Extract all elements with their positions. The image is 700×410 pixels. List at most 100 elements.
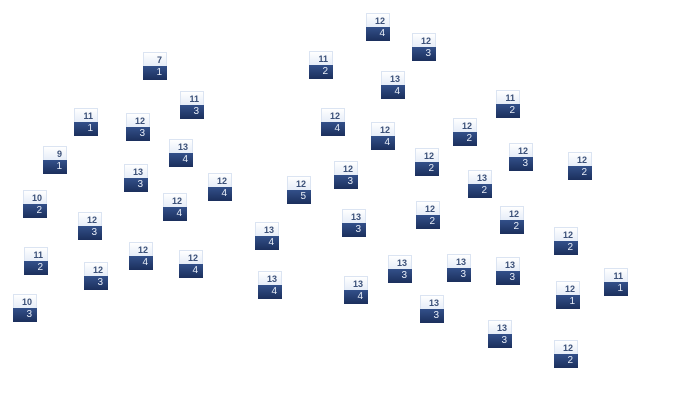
tile-top-value: 11 (180, 91, 204, 105)
tile[interactable]: 12 4 (208, 173, 232, 201)
tile-top-value: 12 (129, 242, 153, 256)
tile-bottom-value: 4 (258, 285, 282, 299)
tile-top-value: 12 (321, 108, 345, 122)
tile[interactable]: 10 2 (23, 190, 47, 218)
tile-bottom-value: 2 (416, 215, 440, 229)
tile-top-value: 12 (78, 212, 102, 226)
tile[interactable]: 13 3 (388, 255, 412, 283)
tile-bottom-value: 4 (208, 187, 232, 201)
tile[interactable]: 13 4 (381, 71, 405, 99)
tile-top-value: 12 (416, 201, 440, 215)
tile-top-value: 12 (453, 118, 477, 132)
tile-top-value: 13 (258, 271, 282, 285)
tile[interactable]: 13 3 (488, 320, 512, 348)
tile-bottom-value: 4 (366, 27, 390, 41)
tile[interactable]: 12 2 (453, 118, 477, 146)
tile[interactable]: 12 4 (129, 242, 153, 270)
tile-bottom-value: 2 (24, 261, 48, 275)
tile[interactable]: 11 3 (180, 91, 204, 119)
tile-top-value: 12 (554, 340, 578, 354)
tile[interactable]: 13 3 (124, 164, 148, 192)
tile-bottom-value: 3 (342, 223, 366, 237)
tile-top-value: 11 (74, 108, 98, 122)
tile-top-value: 12 (126, 113, 150, 127)
tile-top-value: 10 (23, 190, 47, 204)
tile-top-value: 13 (342, 209, 366, 223)
tile-bottom-value: 4 (255, 236, 279, 250)
tile-top-value: 12 (179, 250, 203, 264)
tile[interactable]: 12 3 (412, 33, 436, 61)
tile[interactable]: 11 2 (309, 51, 333, 79)
tile-top-value: 7 (143, 52, 167, 66)
tile-bottom-value: 4 (169, 153, 193, 167)
tile-bottom-value: 4 (371, 136, 395, 150)
tile[interactable]: 12 4 (179, 250, 203, 278)
tile-bottom-value: 1 (74, 122, 98, 136)
tile[interactable]: 12 2 (554, 227, 578, 255)
tile[interactable]: 12 3 (78, 212, 102, 240)
tile[interactable]: 13 2 (468, 170, 492, 198)
tile-top-value: 9 (43, 146, 67, 160)
tile-bottom-value: 3 (496, 271, 520, 285)
tile-bottom-value: 3 (78, 226, 102, 240)
tile-top-value: 13 (447, 254, 471, 268)
tile-top-value: 13 (488, 320, 512, 334)
tile[interactable]: 11 1 (74, 108, 98, 136)
tile[interactable]: 13 3 (342, 209, 366, 237)
tile[interactable]: 12 3 (509, 143, 533, 171)
tile-top-value: 11 (309, 51, 333, 65)
tile[interactable]: 11 2 (24, 247, 48, 275)
tile-bottom-value: 2 (554, 354, 578, 368)
tile-top-value: 12 (371, 122, 395, 136)
tile-bottom-value: 2 (23, 204, 47, 218)
tile[interactable]: 13 4 (344, 276, 368, 304)
tile-bottom-value: 1 (43, 160, 67, 174)
tile[interactable]: 12 5 (287, 176, 311, 204)
tile-bottom-value: 3 (84, 276, 108, 290)
tile-bottom-value: 4 (163, 207, 187, 221)
tile[interactable]: 12 2 (416, 201, 440, 229)
tile-top-value: 12 (366, 13, 390, 27)
tile[interactable]: 12 4 (321, 108, 345, 136)
tile-top-value: 13 (496, 257, 520, 271)
tile[interactable]: 12 2 (554, 340, 578, 368)
tile[interactable]: 12 2 (568, 152, 592, 180)
tile[interactable]: 12 3 (126, 113, 150, 141)
tile-bottom-value: 1 (143, 66, 167, 80)
tile[interactable]: 13 3 (420, 295, 444, 323)
tile-bottom-value: 2 (453, 132, 477, 146)
tile-top-value: 12 (208, 173, 232, 187)
tile-top-value: 13 (255, 222, 279, 236)
tile[interactable]: 12 4 (366, 13, 390, 41)
tile[interactable]: 12 3 (334, 161, 358, 189)
tile-bottom-value: 2 (500, 220, 524, 234)
tile[interactable]: 10 3 (13, 294, 37, 322)
tile[interactable]: 11 2 (496, 90, 520, 118)
tile[interactable]: 12 1 (556, 281, 580, 309)
tile-bottom-value: 3 (124, 178, 148, 192)
tile[interactable]: 12 4 (371, 122, 395, 150)
tile[interactable]: 13 4 (258, 271, 282, 299)
tile-top-value: 12 (412, 33, 436, 47)
tile[interactable]: 12 2 (415, 148, 439, 176)
tile-bottom-value: 3 (180, 105, 204, 119)
tile[interactable]: 13 3 (496, 257, 520, 285)
tile[interactable]: 11 1 (604, 268, 628, 296)
tile[interactable]: 13 4 (169, 139, 193, 167)
tile[interactable]: 12 3 (84, 262, 108, 290)
tile[interactable]: 13 4 (255, 222, 279, 250)
tile-bottom-value: 3 (388, 269, 412, 283)
tile-bottom-value: 4 (381, 85, 405, 99)
tile[interactable]: 12 4 (163, 193, 187, 221)
tile-top-value: 13 (468, 170, 492, 184)
tile-top-value: 10 (13, 294, 37, 308)
tile-bottom-value: 3 (509, 157, 533, 171)
tile[interactable]: 12 2 (500, 206, 524, 234)
tile-top-value: 12 (556, 281, 580, 295)
tile[interactable]: 13 3 (447, 254, 471, 282)
tile-top-value: 13 (388, 255, 412, 269)
tile-bottom-value: 1 (604, 282, 628, 296)
tile-bottom-value: 2 (568, 166, 592, 180)
